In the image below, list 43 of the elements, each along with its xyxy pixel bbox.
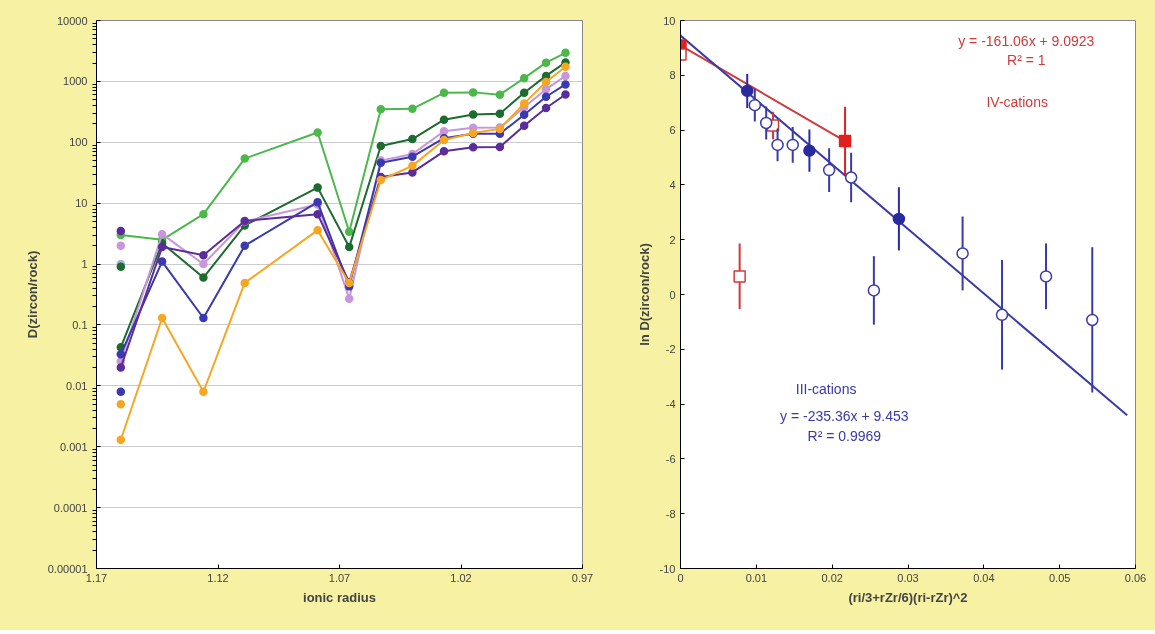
x-tick-label: 0.04 (973, 571, 995, 584)
y-tick-label: 1000 (63, 75, 88, 88)
y-tick-label: -6 (665, 452, 676, 465)
annotation: y = -161.06x + 9.0923 (958, 32, 1095, 49)
x-tick-label: 1.07 (328, 571, 351, 584)
annotation: IV-cations (986, 93, 1048, 110)
x-tick-label: 0.97 (571, 571, 594, 584)
annotation: R² = 1 (1007, 51, 1046, 68)
x-tick-label: 1.17 (85, 571, 108, 584)
y-tick-label: 10 (663, 14, 676, 27)
y-tick-label: 8 (669, 69, 676, 82)
y-tick-label: 0.0001 (53, 501, 88, 514)
y-tick-label: -4 (665, 398, 676, 411)
y-tick-label: 4 (669, 178, 676, 191)
y-tick-label: 10 (75, 197, 88, 210)
x-tick-label: 0.05 (1048, 571, 1071, 584)
y-tick-label: 2 (669, 233, 676, 246)
annotation: III-cations (795, 380, 857, 397)
y-tick-label: -2 (665, 343, 676, 356)
x-tick-label: 0.03 (897, 571, 919, 584)
x-tick-label: 0.01 (745, 571, 768, 584)
y-axis-title: ln D(zircon/rock) (636, 243, 652, 346)
x-axis-title: ionic radius (303, 589, 376, 605)
y-axis-title: D(zircon/rock) (24, 250, 40, 339)
y-tick-label: 0.001 (59, 440, 88, 453)
y-tick-label: 1 (81, 258, 88, 271)
annotation: y = -235.36x + 9.453 (780, 408, 909, 425)
x-axis-title: (ri/3+rZr/6)(ri-rZr)^2 (848, 589, 968, 605)
y-tick-label: 10000 (56, 14, 88, 27)
y-tick-label: 0 (669, 288, 676, 301)
y-tick-label: -8 (665, 507, 676, 520)
x-tick-label: 0.02 (821, 571, 843, 584)
y-tick-label: 100 (69, 136, 88, 149)
y-tick-label: 0.1 (72, 318, 88, 331)
y-tick-label: 0.00001 (47, 562, 88, 575)
x-tick-label: 1.12 (207, 571, 229, 584)
x-tick-label: 0.06 (1124, 571, 1147, 584)
x-tick-label: 1.02 (450, 571, 472, 584)
annotation: R² = 0.9969 (807, 427, 882, 444)
y-tick-label: -10 (659, 562, 676, 575)
y-tick-label: 6 (669, 124, 676, 137)
y-tick-label: 0.01 (66, 379, 88, 392)
x-tick-label: 0 (677, 571, 684, 584)
